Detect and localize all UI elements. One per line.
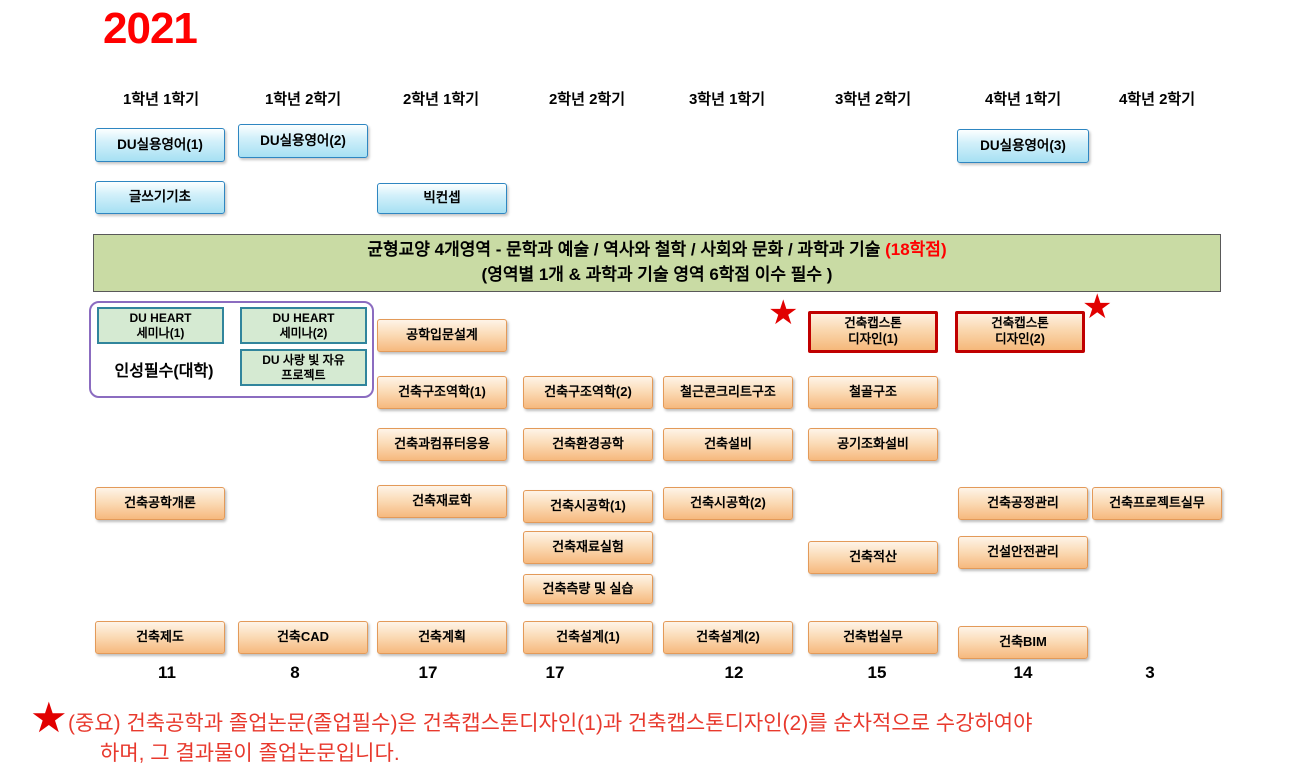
course-label: DU HEART	[272, 310, 335, 325]
semester-header: 4학년 2학기	[1118, 91, 1196, 108]
course-label: 건축캡스톤	[991, 316, 1049, 331]
course-box-capstone: 건축캡스톤 디자인(2)	[955, 311, 1085, 353]
credit-total: 8	[290, 663, 300, 682]
banner-credit: (18학점)	[885, 240, 947, 260]
course-box: 건축과컴퓨터응용	[377, 428, 507, 461]
personality-group-label: 인성필수(대학)	[114, 363, 214, 380]
course-box: 건축설비	[663, 428, 793, 461]
course-box: 건축구조역학(1)	[377, 376, 507, 409]
course-label: 프로젝트	[281, 367, 326, 382]
credit-total: 17	[418, 663, 438, 682]
course-label: 건축캡스톤	[844, 316, 902, 331]
general-education-banner: 균형교양 4개영역 - 문학과 예술 / 역사와 철학 / 사회와 문화 / 과…	[93, 234, 1221, 292]
course-label: 디자인(1)	[848, 332, 898, 346]
course-box-capstone: 건축캡스톤 디자인(1)	[808, 311, 938, 353]
course-box-liberal: DU실용영어(1)	[95, 128, 225, 162]
star-icon: ★	[30, 694, 68, 741]
credit-total: 3	[1145, 663, 1155, 682]
footnote-line2: 하며, 그 결과물이 졸업논문입니다.	[100, 742, 400, 765]
banner-line2: (영역별 1개 & 과학과 기술 영역 6학점 이수 필수 )	[481, 265, 833, 284]
course-box: 건축공학개론	[95, 487, 225, 520]
course-label: 세미나(1)	[136, 325, 185, 340]
course-box-liberal: 빅컨셉	[377, 183, 507, 214]
semester-header: 3학년 2학기	[834, 91, 912, 108]
course-box: 건축측량 및 실습	[523, 574, 653, 604]
star-icon: ★	[768, 294, 799, 332]
course-box: 건축구조역학(2)	[523, 376, 653, 409]
course-label: DU 사랑 빛 자유	[262, 352, 345, 367]
banner-line1: 균형교양 4개영역 - 문학과 예술 / 역사와 철학 / 사회와 문화 / 과…	[367, 238, 946, 263]
course-box: 건축재료실험	[523, 531, 653, 564]
course-label: 디자인(2)	[995, 332, 1045, 346]
course-box: 건축BIM	[958, 626, 1088, 659]
course-box: 건축계획	[377, 621, 507, 654]
semester-header: 1학년 1학기	[122, 91, 200, 108]
course-box: 건축제도	[95, 621, 225, 654]
course-box: 건축시공학(1)	[523, 490, 653, 523]
course-box: 공학입문설계	[377, 319, 507, 352]
credit-total: 14	[1013, 663, 1033, 682]
banner-text: 균형교양 4개영역 - 문학과 예술 / 역사와 철학 / 사회와 문화 / 과…	[367, 240, 886, 260]
course-box: 건축설계(1)	[523, 621, 653, 654]
course-label: 세미나(2)	[279, 325, 328, 340]
semester-header: 1학년 2학기	[264, 91, 342, 108]
credit-total: 17	[545, 663, 565, 682]
course-box: 공기조화설비	[808, 428, 938, 461]
course-box: 건축공정관리	[958, 487, 1088, 520]
course-box: 건축설계(2)	[663, 621, 793, 654]
course-box-personality: DU 사랑 빛 자유 프로젝트	[240, 349, 367, 386]
course-box: 철근콘크리트구조	[663, 376, 793, 409]
course-box: 건축시공학(2)	[663, 487, 793, 520]
course-box: 건축재료학	[377, 485, 507, 518]
course-box: 건설안전관리	[958, 536, 1088, 569]
course-box: 건축적산	[808, 541, 938, 574]
year-title: 2021	[103, 4, 198, 53]
course-box: 건축CAD	[238, 621, 368, 654]
course-box-liberal: DU실용영어(3)	[957, 129, 1089, 163]
course-box: 건축환경공학	[523, 428, 653, 461]
semester-header: 3학년 1학기	[688, 91, 766, 108]
credit-total: 11	[158, 663, 176, 682]
course-box: 건축법실무	[808, 621, 938, 654]
semester-header: 2학년 2학기	[548, 91, 626, 108]
course-box: 철골구조	[808, 376, 938, 409]
semester-header: 2학년 1학기	[402, 91, 480, 108]
course-box-liberal: DU실용영어(2)	[238, 124, 368, 158]
course-box-liberal: 글쓰기기초	[95, 181, 225, 214]
credit-total: 15	[867, 663, 887, 682]
course-label: DU HEART	[129, 310, 192, 325]
course-box-personality: DU HEART 세미나(1)	[97, 307, 224, 344]
footnote-line1: (중요) 건축공학과 졸업논문(졸업필수)은 건축캡스톤디자인(1)과 건축캡스…	[68, 712, 1033, 735]
course-box: 건축프로젝트실무	[1092, 487, 1222, 520]
course-box-personality: DU HEART 세미나(2)	[240, 307, 367, 344]
star-icon: ★	[1082, 288, 1113, 326]
credit-total: 12	[724, 663, 744, 682]
semester-header: 4학년 1학기	[984, 91, 1062, 108]
